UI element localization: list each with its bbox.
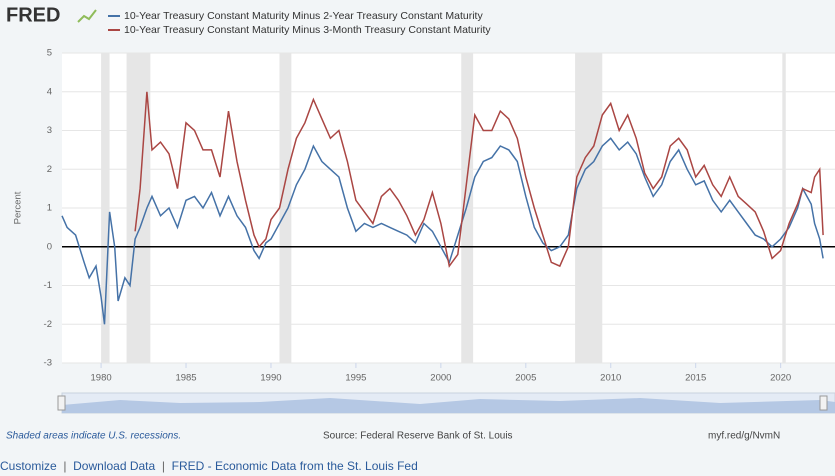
legend-label: 10-Year Treasury Constant Maturity Minus… [124, 10, 483, 22]
footer-link[interactable]: Customize [0, 459, 57, 473]
y-tick-label: -1 [44, 280, 52, 291]
footer-link[interactable]: Download Data [73, 459, 156, 473]
x-tick-label: 1990 [260, 373, 281, 384]
chart: FRED Percent -3 -2 -1 0 1 2 3 4 5 1980 1985 1990 199… [6, 4, 835, 442]
x-tick-label: 1995 [345, 373, 366, 384]
navigator-handle[interactable] [819, 395, 828, 411]
y-tick-label: 0 [47, 241, 52, 252]
legend-label: 10-Year Treasury Constant Maturity Minus… [124, 24, 491, 36]
series-line [134, 91, 824, 268]
x-tick-label: 1985 [175, 373, 196, 384]
x-tick-label: 2015 [685, 373, 706, 384]
y-tick-label: -2 [44, 319, 52, 330]
short-url: myf.red/g/NvmN [708, 431, 780, 442]
y-tick-label: 4 [47, 86, 52, 97]
footer: Customize | Download Data | FRED - Econo… [0, 459, 418, 473]
x-tick-label: 2020 [770, 373, 791, 384]
x-tick-label: 2000 [430, 373, 451, 384]
recession-note: Shaded areas indicate U.S. recessions. [6, 431, 181, 442]
y-tick-label: -3 [44, 358, 52, 369]
source: Source: Federal Reserve Bank of St. Loui… [323, 431, 513, 442]
x-tick-label: 2010 [600, 373, 621, 384]
footer-link[interactable]: FRED - Economic Data from the St. Louis … [171, 459, 418, 473]
logo: FRED [6, 4, 60, 26]
y-tick-label: 3 [47, 125, 52, 136]
y-tick-label: 1 [47, 203, 52, 214]
series-line [61, 137, 824, 325]
navigator-handle[interactable] [57, 395, 66, 411]
x-tick-label: 2005 [515, 373, 536, 384]
y-tick-label: 5 [47, 48, 52, 59]
y-axis-label: Percent [13, 191, 24, 224]
logo-icon [77, 9, 97, 23]
y-tick-label: 2 [47, 164, 52, 175]
x-tick-label: 1980 [91, 373, 112, 384]
navigator-series [62, 398, 835, 413]
